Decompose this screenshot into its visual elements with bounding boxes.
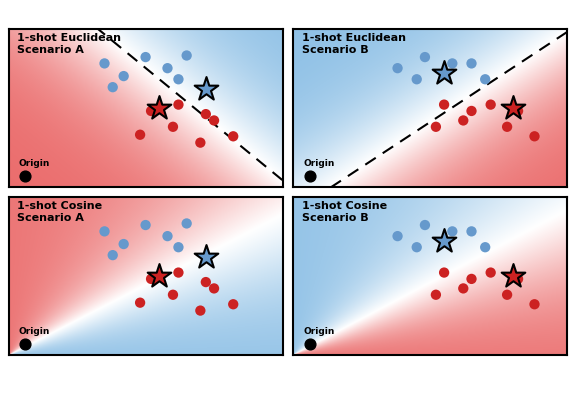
Point [513, 108, 522, 114]
Point [502, 291, 511, 298]
Point [21, 341, 30, 347]
Point [201, 279, 210, 285]
Point [141, 54, 150, 60]
Point [412, 76, 421, 82]
Point [100, 60, 109, 67]
Point [196, 307, 205, 314]
Point [155, 104, 164, 111]
Point [448, 228, 457, 235]
Point [163, 233, 172, 239]
Point [439, 70, 449, 76]
Point [480, 244, 490, 251]
Point [229, 133, 238, 140]
Point [420, 222, 430, 228]
Text: 1-shot Euclidean
Scenario B: 1-shot Euclidean Scenario B [302, 33, 406, 55]
Point [100, 228, 109, 235]
Point [420, 54, 430, 60]
Point [163, 65, 172, 71]
Point [467, 228, 476, 235]
Point [182, 220, 191, 227]
Point [431, 291, 441, 298]
Point [439, 269, 449, 276]
Text: Origin: Origin [18, 326, 50, 335]
Point [174, 76, 183, 82]
Point [439, 237, 449, 244]
Point [168, 124, 177, 130]
Point [480, 76, 490, 82]
Text: Origin: Origin [18, 159, 50, 168]
Point [530, 301, 539, 308]
Point [458, 117, 468, 124]
Point [174, 269, 183, 276]
Point [196, 140, 205, 146]
Point [229, 301, 238, 308]
Point [467, 60, 476, 67]
Point [305, 173, 314, 179]
Point [108, 252, 118, 258]
Point [467, 108, 476, 114]
Point [135, 131, 145, 138]
Point [119, 73, 128, 80]
Point [486, 269, 495, 276]
Point [439, 70, 449, 76]
Point [141, 222, 150, 228]
Text: 1-shot Euclidean
Scenario A: 1-shot Euclidean Scenario A [17, 33, 121, 55]
Point [108, 84, 118, 91]
Point [508, 273, 517, 279]
Point [412, 244, 421, 251]
Point [486, 101, 495, 108]
Point [210, 117, 219, 124]
Point [502, 124, 511, 130]
Point [146, 276, 156, 282]
Point [201, 111, 210, 118]
Point [305, 341, 314, 347]
Point [174, 244, 183, 251]
Point [393, 233, 402, 239]
Point [448, 60, 457, 67]
Point [146, 108, 156, 114]
Point [21, 173, 30, 179]
Point [431, 124, 441, 130]
Point [467, 276, 476, 282]
Point [530, 133, 539, 140]
Point [168, 291, 177, 298]
Point [201, 86, 210, 92]
Point [439, 101, 449, 108]
Point [513, 276, 522, 282]
Text: Origin: Origin [303, 159, 335, 168]
Point [155, 273, 164, 279]
Point [508, 104, 517, 111]
Point [174, 101, 183, 108]
Point [182, 52, 191, 59]
Point [458, 285, 468, 292]
Text: 1-shot Cosine
Scenario A: 1-shot Cosine Scenario A [17, 201, 102, 223]
Point [210, 285, 219, 292]
Point [439, 237, 449, 244]
Point [119, 241, 128, 247]
Point [201, 253, 210, 260]
Point [393, 65, 402, 71]
Point [135, 299, 145, 306]
Text: Origin: Origin [303, 326, 335, 335]
Text: 1-shot Cosine
Scenario B: 1-shot Cosine Scenario B [302, 201, 387, 223]
